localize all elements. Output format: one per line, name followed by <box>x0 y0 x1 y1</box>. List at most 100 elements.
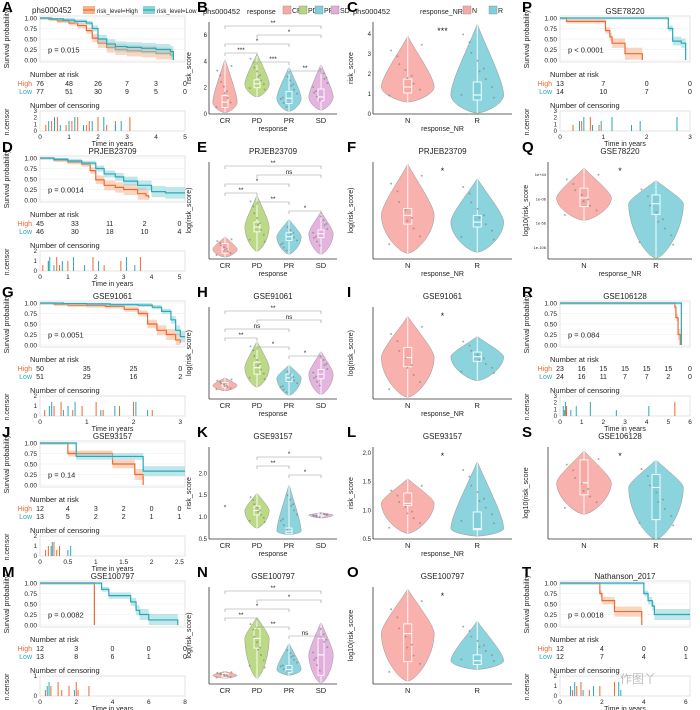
data-point <box>220 382 223 385</box>
chart-svg: GSE100797 0.00 0.25 0.50 0.75 1.00 Survival pr… <box>4 572 187 710</box>
x-axis-label: response <box>259 126 288 133</box>
risk-count: 15 <box>621 366 629 373</box>
data-point <box>640 468 643 471</box>
y-tick-label: 0 <box>204 112 208 118</box>
x-tick-label: 2 <box>602 419 606 426</box>
x-tick-label: 4 <box>150 274 154 281</box>
data-point <box>323 224 326 227</box>
risk-group-label: Low <box>19 514 33 521</box>
data-point <box>285 671 288 674</box>
y-tick-label: 1.5 <box>363 480 372 486</box>
data-point <box>313 236 316 239</box>
data-point <box>252 349 255 352</box>
data-point <box>406 366 409 369</box>
x-tick-label: PD <box>252 541 263 550</box>
data-point <box>325 222 328 225</box>
data-point <box>292 83 295 86</box>
y-tick-label: 1.00 <box>24 441 37 448</box>
data-point <box>226 96 229 99</box>
box-iqr <box>221 95 229 108</box>
risk-count: 7 <box>645 89 649 96</box>
data-point <box>279 385 282 388</box>
data-point <box>412 517 415 520</box>
bracket-label: ** <box>302 65 308 72</box>
risk-group-label: High <box>538 81 553 88</box>
data-point <box>263 378 266 381</box>
data-point <box>672 524 675 527</box>
data-point <box>323 513 326 516</box>
data-point <box>312 371 315 374</box>
bracket-label: *** <box>269 56 277 63</box>
data-point <box>582 490 585 493</box>
x-tick-label: 2 <box>600 699 604 706</box>
data-point <box>325 362 328 365</box>
x-tick-label: 0 <box>38 134 42 141</box>
data-point <box>293 509 296 512</box>
data-point <box>418 521 421 524</box>
data-point <box>322 219 325 222</box>
data-point <box>248 664 251 667</box>
y-axis-label: Survival probability <box>4 434 11 493</box>
censor-y-tick: 1 <box>554 684 558 690</box>
data-point <box>476 353 479 356</box>
data-point <box>281 518 284 521</box>
x-tick-label: PD <box>252 401 263 410</box>
censor-y-tick: 2 <box>34 249 38 255</box>
data-point <box>322 633 325 636</box>
data-point <box>318 384 321 387</box>
risk-count: 35 <box>83 366 91 373</box>
data-point <box>574 189 577 192</box>
data-point <box>484 223 487 226</box>
data-point <box>404 69 407 72</box>
risk-count: 33 <box>71 221 79 228</box>
data-point <box>296 513 299 516</box>
censor-y-tick: 0 <box>34 269 38 275</box>
data-point <box>420 600 423 603</box>
plot-title: GSE91061 <box>253 292 293 301</box>
data-point <box>313 376 316 379</box>
panel-T: T Nathanson_2017 0.00 0.25 0.50 0.75 1.00 Survi… <box>520 564 700 710</box>
risk-count: 15 <box>599 366 607 373</box>
data-point <box>292 654 295 657</box>
data-point <box>259 368 262 371</box>
data-point <box>216 379 219 382</box>
bracket-label: * <box>256 38 259 45</box>
data-point <box>219 241 222 244</box>
risk-group-label: Low <box>19 89 33 96</box>
chart-svg: GSE100797 log10(risk_score N R * <box>348 572 512 695</box>
panel-S: S GSE106128 log10(risk_score N R * <box>520 424 700 565</box>
survival-curve-low <box>560 302 682 345</box>
risk-count: 48 <box>65 81 73 88</box>
data-point <box>282 524 285 527</box>
censor-y-tick: 0 <box>554 414 558 420</box>
risk-group-label: Low <box>539 374 553 381</box>
panel-label: K <box>197 424 208 441</box>
data-point <box>229 252 232 255</box>
y-tick-label: 1.00 <box>544 301 557 308</box>
y-tick-label: 3 <box>368 52 372 58</box>
y-tick-label: 0.00 <box>544 58 557 65</box>
censor-y-label: n.censor <box>4 393 11 421</box>
data-point <box>257 223 260 226</box>
y-tick-label: 0.75 <box>24 451 37 458</box>
y-tick-label: 0.25 <box>544 612 557 619</box>
data-point <box>460 658 463 661</box>
y-tick-label: 0.75 <box>24 166 37 173</box>
data-point <box>492 522 495 525</box>
data-point <box>326 82 329 85</box>
x-tick-label: CR <box>220 116 231 125</box>
censor-title: Number of censoring <box>30 666 100 675</box>
chart-svg: GSE91061 log(risk_score) CR PD PR SD response *… <box>186 292 337 418</box>
legend-label: N <box>472 8 477 15</box>
risk-count: 30 <box>94 89 102 96</box>
data-point <box>315 515 318 518</box>
y-tick-label: 0.50 <box>24 602 37 609</box>
data-point <box>281 384 284 387</box>
significance-bracket <box>288 355 322 359</box>
data-point <box>286 494 289 497</box>
confidence-band-low <box>40 443 185 477</box>
y-axis-label: risk_score <box>348 477 355 509</box>
censor-y-label: n.censor <box>524 673 531 701</box>
x-tick-label: 3 <box>179 419 183 426</box>
